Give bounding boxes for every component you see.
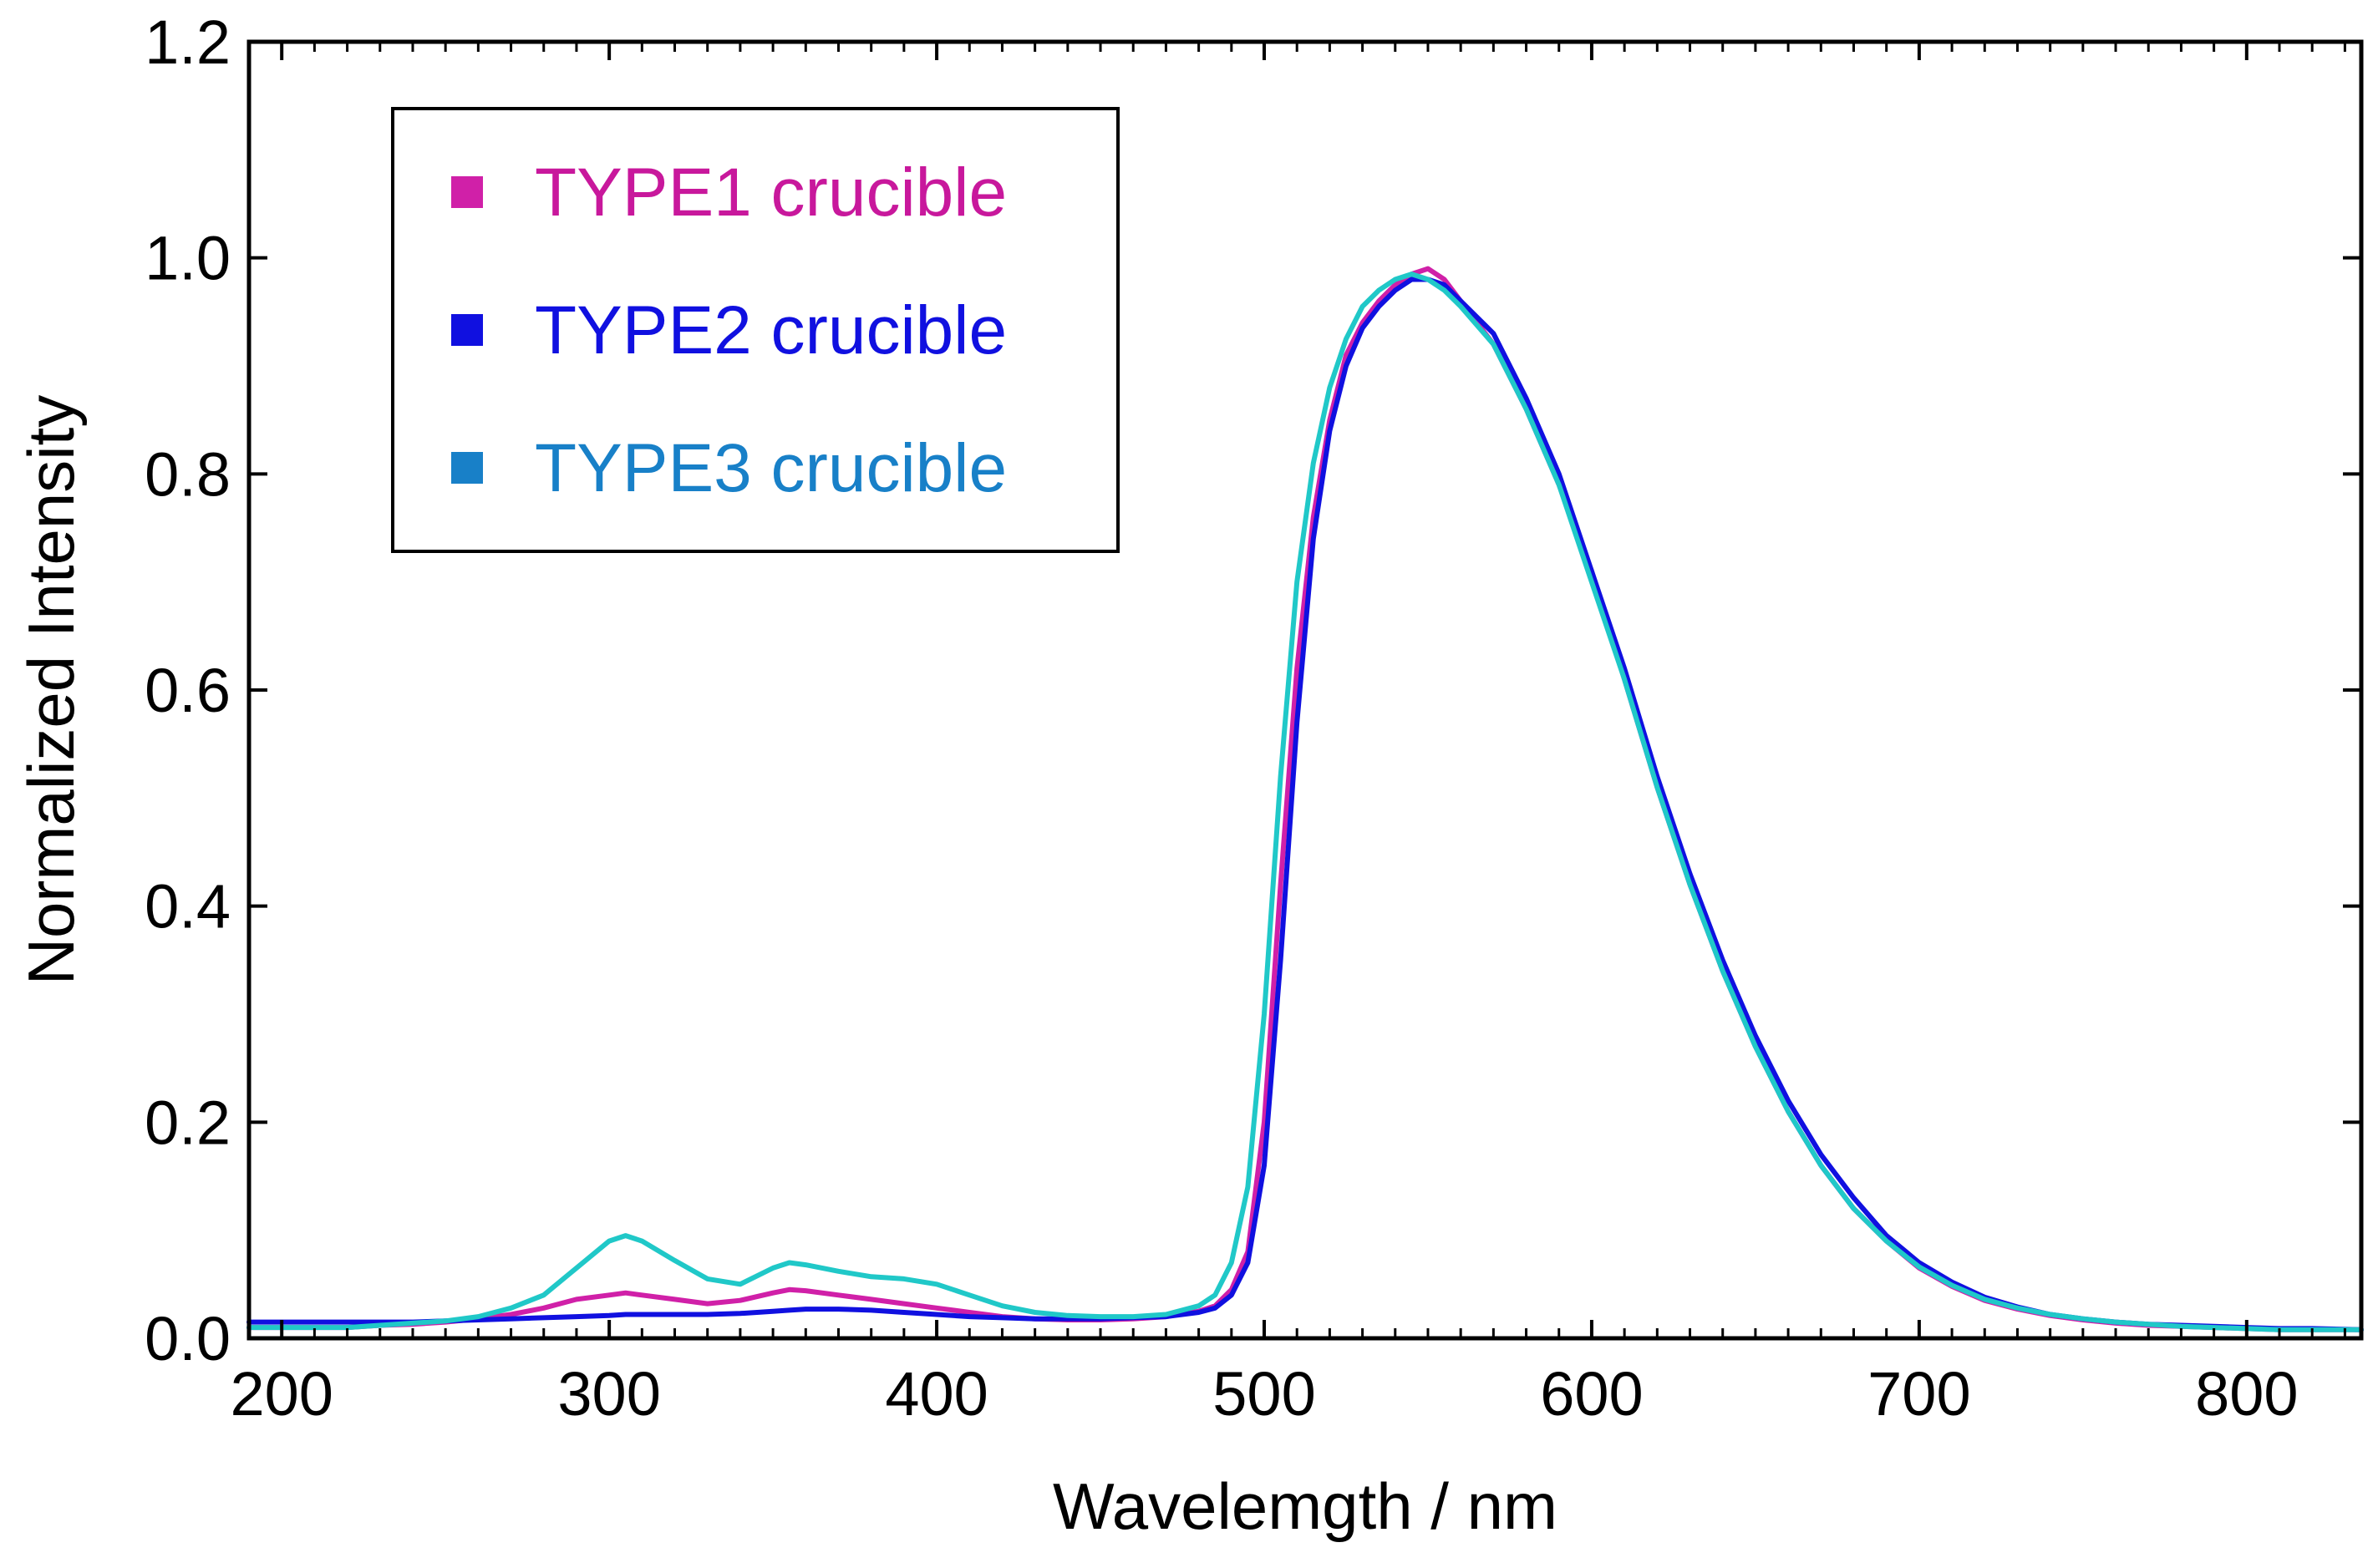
- legend-marker-2: [451, 314, 483, 346]
- series-layer: [246, 266, 2364, 1332]
- x-tick-label: 300: [557, 1359, 660, 1428]
- y-tick-label: 0.8: [145, 439, 231, 509]
- y-tick-label: 0.4: [145, 872, 231, 941]
- y-tick-label: 0.2: [145, 1088, 231, 1157]
- tick-layer: [247, 40, 2361, 1340]
- y-tick-label: 0.6: [145, 656, 231, 725]
- y-axis-title: Normalized Intensity: [14, 395, 88, 986]
- legend-items: TYPE1 crucible TYPE2 crucible TYPE3 crucib…: [451, 155, 1007, 506]
- legend-label-1: TYPE1 crucible: [535, 155, 1007, 231]
- legend-marker-3: [451, 452, 483, 484]
- legend-label-2: TYPE2 crucible: [535, 292, 1007, 368]
- legend-label-3: TYPE3 crucible: [535, 430, 1007, 506]
- y-tick-label: 1.0: [145, 224, 231, 293]
- tick-label-layer: 200 300 400 500 600 700 800 0.0 0.2 0.4 0.6 0.8 1.0 1…: [145, 8, 2298, 1428]
- x-tick-label: 600: [1540, 1359, 1643, 1428]
- legend-marker-1: [451, 176, 483, 208]
- x-tick-label: 400: [885, 1359, 988, 1428]
- legend-box: [391, 107, 1120, 553]
- legend: TYPE1 crucible TYPE2 crucible TYPE3 crucib…: [391, 107, 1120, 553]
- x-tick-label: 500: [1212, 1359, 1315, 1428]
- x-tick-label: 800: [2195, 1359, 2298, 1428]
- x-tick-label: 200: [230, 1359, 333, 1428]
- series-line-3: [246, 271, 2364, 1332]
- y-tick-label: 1.2: [145, 8, 231, 77]
- y-tick-label: 0.0: [145, 1304, 231, 1373]
- x-axis-title: Wavelemgth / nm: [1053, 1469, 1557, 1543]
- series-line-2: [246, 277, 2364, 1332]
- x-tick-label: 700: [1867, 1359, 1970, 1428]
